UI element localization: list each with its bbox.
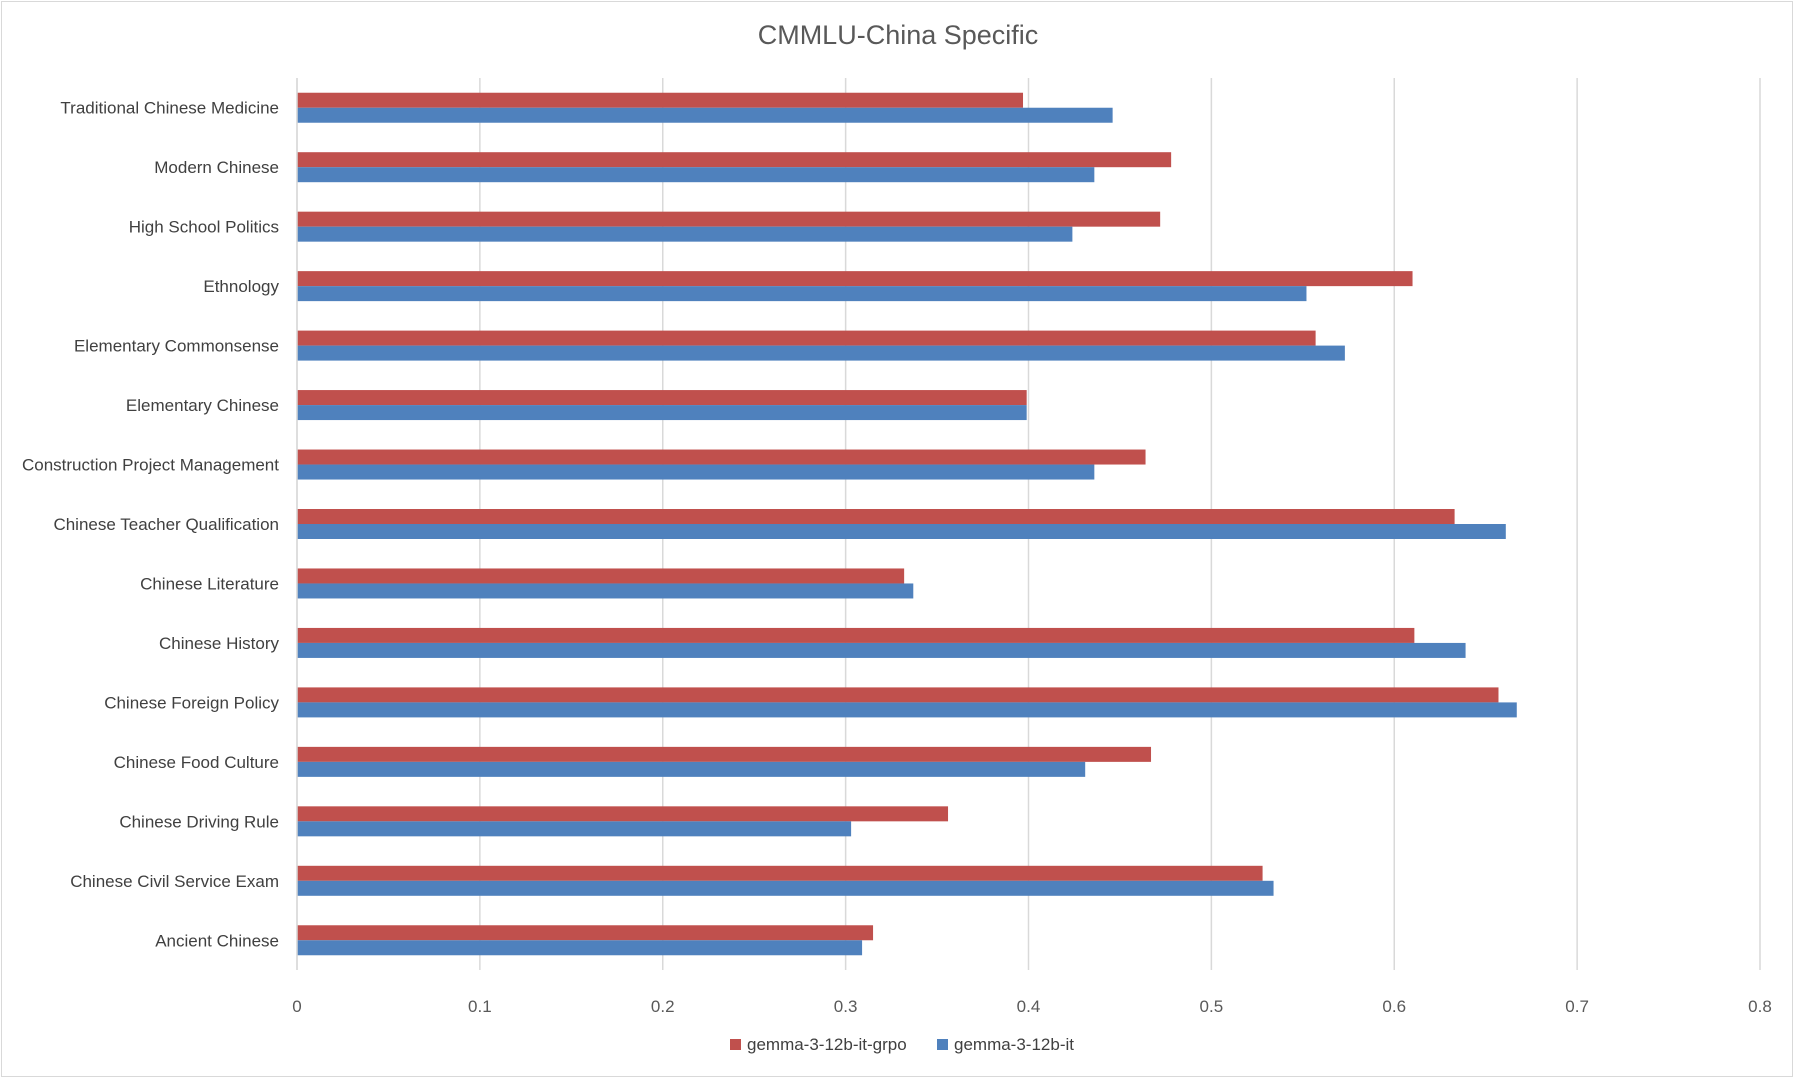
x-tick-label: 0.6	[1382, 997, 1406, 1016]
category-label: Modern Chinese	[154, 158, 279, 177]
category-label: Chinese Literature	[140, 574, 279, 593]
category-label: Chinese Civil Service Exam	[70, 872, 279, 891]
bar-gemma-3-12b-it-grpo-6	[297, 449, 1146, 465]
bar-gemma-3-12b-it-grpo-8	[297, 568, 905, 584]
bar-gemma-3-12b-it-2	[297, 226, 1073, 242]
category-label: High School Politics	[129, 218, 279, 237]
bar-gemma-3-12b-it-14	[297, 940, 863, 956]
bar-gemma-3-12b-it-grpo-7	[297, 509, 1455, 524]
bar-gemma-3-12b-it-grpo-12	[297, 806, 949, 822]
bar-gemma-3-12b-it-3	[297, 286, 1307, 302]
category-label: Chinese Foreign Policy	[104, 693, 279, 712]
bar-gemma-3-12b-it-1	[297, 167, 1095, 183]
bar-gemma-3-12b-it-12	[297, 821, 852, 837]
bar-gemma-3-12b-it-grpo-9	[297, 627, 1415, 643]
category-label: Elementary Commonsense	[74, 337, 279, 356]
bar-gemma-3-12b-it-grpo-10	[297, 687, 1499, 703]
category-label: Chinese Driving Rule	[119, 812, 279, 831]
legend-swatch	[937, 1039, 948, 1050]
bar-gemma-3-12b-it-7	[297, 524, 1506, 539]
bar-gemma-3-12b-it-grpo-3	[297, 271, 1413, 287]
bar-gemma-3-12b-it-grpo-14	[297, 925, 874, 941]
bar-gemma-3-12b-it-grpo-4	[297, 330, 1316, 346]
x-tick-label: 0.7	[1565, 997, 1589, 1016]
legend-swatch	[730, 1039, 741, 1050]
legend-label: gemma-3-12b-it	[954, 1035, 1074, 1054]
bar-gemma-3-12b-it-grpo-5	[297, 390, 1027, 406]
x-tick-label: 0.4	[1017, 997, 1041, 1016]
bar-gemma-3-12b-it-0	[297, 107, 1113, 123]
bar-gemma-3-12b-it-11	[297, 761, 1086, 777]
bar-gemma-3-12b-it-5	[297, 405, 1027, 421]
category-label: Chinese Teacher Qualification	[53, 515, 279, 534]
bar-gemma-3-12b-it-13	[297, 880, 1274, 896]
x-tick-label: 0.8	[1748, 997, 1772, 1016]
axes: 0 0.1 0.2 0.3 0.4 0.5 0.6 0.7 0.8 Traditional Chi…	[22, 78, 1772, 1016]
chart-title: CMMLU-China Specific	[758, 20, 1039, 50]
legend: gemma-3-12b-it-grpo gemma-3-12b-it	[730, 1035, 1074, 1054]
bar-gemma-3-12b-it-grpo-13	[297, 865, 1263, 881]
bar-gemma-3-12b-it-6	[297, 464, 1095, 480]
bar-gemma-3-12b-it-grpo-2	[297, 211, 1161, 227]
bar-gemma-3-12b-it-10	[297, 702, 1517, 718]
x-tick-label: 0.1	[468, 997, 492, 1016]
x-tick-label: 0	[292, 997, 301, 1016]
bar-gemma-3-12b-it-9	[297, 642, 1466, 658]
bar-gemma-3-12b-it-grpo-1	[297, 152, 1172, 168]
category-label: Construction Project Management	[22, 456, 279, 475]
bars	[297, 92, 1517, 956]
bar-gemma-3-12b-it-4	[297, 345, 1345, 361]
category-label: Ancient Chinese	[155, 931, 279, 950]
category-label: Chinese History	[159, 634, 279, 653]
category-label: Chinese Food Culture	[114, 753, 279, 772]
x-tick-label: 0.5	[1200, 997, 1224, 1016]
category-label: Traditional Chinese Medicine	[60, 99, 279, 118]
bar-gemma-3-12b-it-grpo-0	[297, 92, 1024, 108]
x-tick-label: 0.2	[651, 997, 675, 1016]
category-label: Ethnology	[203, 277, 279, 296]
bar-gemma-3-12b-it-grpo-11	[297, 746, 1152, 762]
bar-gemma-3-12b-it-8	[297, 583, 914, 599]
legend-label: gemma-3-12b-it-grpo	[747, 1035, 907, 1054]
category-label: Elementary Chinese	[126, 396, 279, 415]
x-tick-label: 0.3	[834, 997, 858, 1016]
